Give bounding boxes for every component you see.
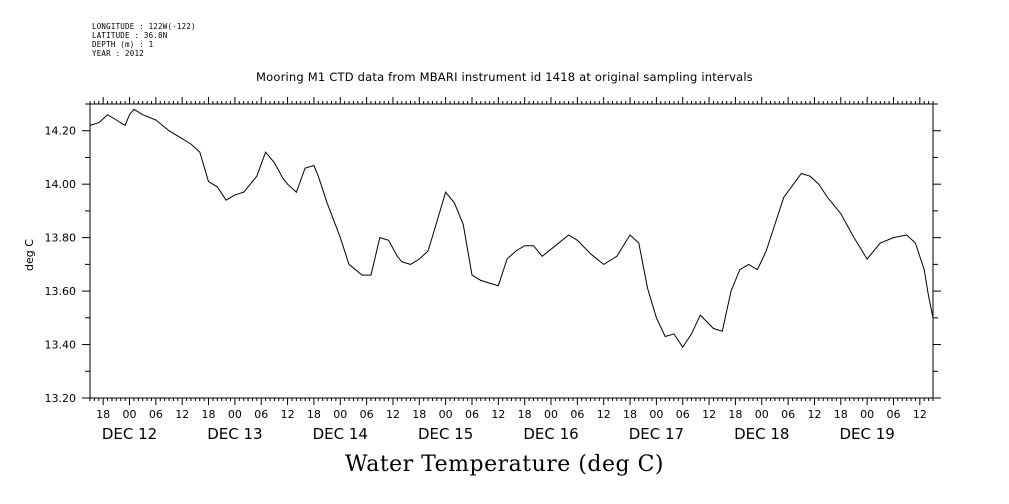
depth-text: DEPTH (m) : 1 [92,40,154,49]
year-text: YEAR : 2012 [92,49,144,58]
x-axis-label: Water Temperature (deg C) [345,452,664,477]
y-tick-label: 13.80 [45,232,77,245]
y-tick-label: 14.20 [45,125,77,138]
x-hour-label: 00 [123,408,137,421]
x-hour-label: 18 [518,408,532,421]
x-hour-label: 18 [96,408,110,421]
x-hour-label: 12 [175,408,189,421]
x-hour-label: 12 [491,408,505,421]
x-hour-label: 18 [412,408,426,421]
x-hour-label: 18 [623,408,637,421]
axis-labels: 18 00 06 12 18 00 06 12 18 00 06 12 18 00 06 12 18 00 06 12… [45,125,927,443]
x-hour-label: 06 [360,408,374,421]
x-day-label: DEC 19 [839,425,894,443]
x-hour-label: 00 [755,408,769,421]
series-line [89,108,934,349]
x-day-label: DEC 15 [418,425,473,443]
x-day-label: DEC 14 [313,425,368,443]
x-hour-label: 00 [860,408,874,421]
x-hour-label: 06 [149,408,163,421]
y-tick-label: 13.20 [45,392,77,405]
x-hour-label: 06 [254,408,268,421]
x-day-label: DEC 17 [629,425,684,443]
x-day-label: DEC 16 [523,425,578,443]
plot-frame [89,103,934,399]
x-hour-label: 00 [439,408,453,421]
x-hour-label: 00 [228,408,242,421]
metadata-block: LONGITUDE : 122W(-122) LATITUDE : 36.8N … [92,22,196,58]
x-hour-label: 06 [570,408,584,421]
x-hour-label: 00 [333,408,347,421]
x-hour-label: 12 [597,408,611,421]
x-day-label: DEC 18 [734,425,789,443]
chart-title: Mooring M1 CTD data from MBARI instrumen… [256,70,753,84]
y-tick-label: 13.40 [45,339,77,352]
latitude-text: LATITUDE : 36.8N [92,31,168,40]
x-hour-label: 06 [676,408,690,421]
x-hour-label: 18 [728,408,742,421]
x-hour-label: 18 [834,408,848,421]
x-hour-label: 06 [886,408,900,421]
x-hour-label: 06 [781,408,795,421]
axis-ticks [82,97,941,405]
x-hour-label: 12 [702,408,716,421]
x-hour-label: 18 [202,408,216,421]
x-hour-label: 12 [807,408,821,421]
x-hour-label: 12 [913,408,927,421]
y-axis-label: deg C [23,239,36,271]
y-tick-label: 14.00 [45,178,77,191]
longitude-text: LONGITUDE : 122W(-122) [92,22,196,31]
y-tick-label: 13.60 [45,285,77,298]
x-hour-label: 00 [649,408,663,421]
x-hour-label: 06 [465,408,479,421]
x-day-label: DEC 13 [207,425,262,443]
x-hour-label: 12 [386,408,400,421]
x-day-label: DEC 12 [102,425,157,443]
x-hour-label: 00 [544,408,558,421]
x-hour-label: 18 [307,408,321,421]
x-hour-label: 12 [281,408,295,421]
